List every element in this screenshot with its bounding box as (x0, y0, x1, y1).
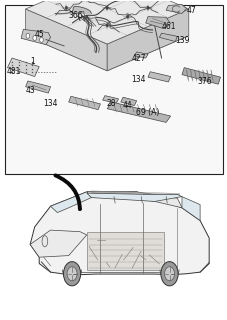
Bar (5, 5, 222, 174)
Polygon shape (134, 52, 147, 58)
Circle shape (67, 267, 77, 281)
Polygon shape (147, 72, 170, 82)
Text: 43: 43 (25, 86, 35, 95)
Circle shape (146, 6, 149, 10)
Text: 134: 134 (43, 99, 58, 108)
Text: 28: 28 (106, 99, 116, 108)
Polygon shape (50, 192, 91, 212)
Polygon shape (25, 0, 188, 44)
Polygon shape (30, 192, 208, 275)
Polygon shape (86, 192, 181, 208)
Circle shape (105, 23, 108, 27)
Polygon shape (25, 81, 50, 93)
Text: 134: 134 (131, 75, 146, 84)
Circle shape (164, 267, 174, 281)
Text: 427: 427 (131, 53, 146, 62)
Circle shape (65, 6, 67, 10)
Circle shape (63, 262, 80, 286)
Circle shape (160, 262, 177, 286)
Polygon shape (25, 1, 188, 71)
Polygon shape (107, 102, 170, 123)
Circle shape (126, 0, 128, 1)
Polygon shape (145, 17, 170, 29)
Polygon shape (68, 96, 100, 110)
Polygon shape (86, 193, 181, 201)
Text: 481: 481 (7, 67, 21, 76)
Text: 69 (A): 69 (A) (136, 108, 159, 117)
Polygon shape (181, 68, 220, 84)
Polygon shape (165, 4, 186, 13)
Text: 47: 47 (185, 6, 195, 15)
Circle shape (126, 15, 128, 19)
Text: 44: 44 (122, 101, 132, 110)
Circle shape (26, 33, 30, 38)
Ellipse shape (42, 236, 47, 247)
Circle shape (39, 37, 43, 43)
Polygon shape (25, 9, 107, 71)
Circle shape (33, 36, 36, 41)
Circle shape (85, 15, 88, 19)
Text: 376: 376 (196, 77, 211, 86)
Polygon shape (107, 9, 188, 71)
Text: 45: 45 (34, 30, 44, 39)
Polygon shape (102, 96, 118, 103)
Polygon shape (120, 97, 136, 106)
Text: 139: 139 (174, 36, 188, 45)
Polygon shape (7, 58, 39, 76)
Polygon shape (181, 197, 199, 220)
Text: 461: 461 (160, 22, 175, 31)
Text: 1: 1 (30, 57, 35, 66)
Text: 366: 366 (68, 11, 82, 20)
Bar (86, 232, 163, 270)
Circle shape (105, 6, 108, 10)
Polygon shape (159, 33, 177, 42)
Polygon shape (30, 230, 86, 257)
Polygon shape (55, 6, 91, 14)
Polygon shape (21, 29, 50, 45)
FancyArrowPatch shape (55, 175, 80, 209)
